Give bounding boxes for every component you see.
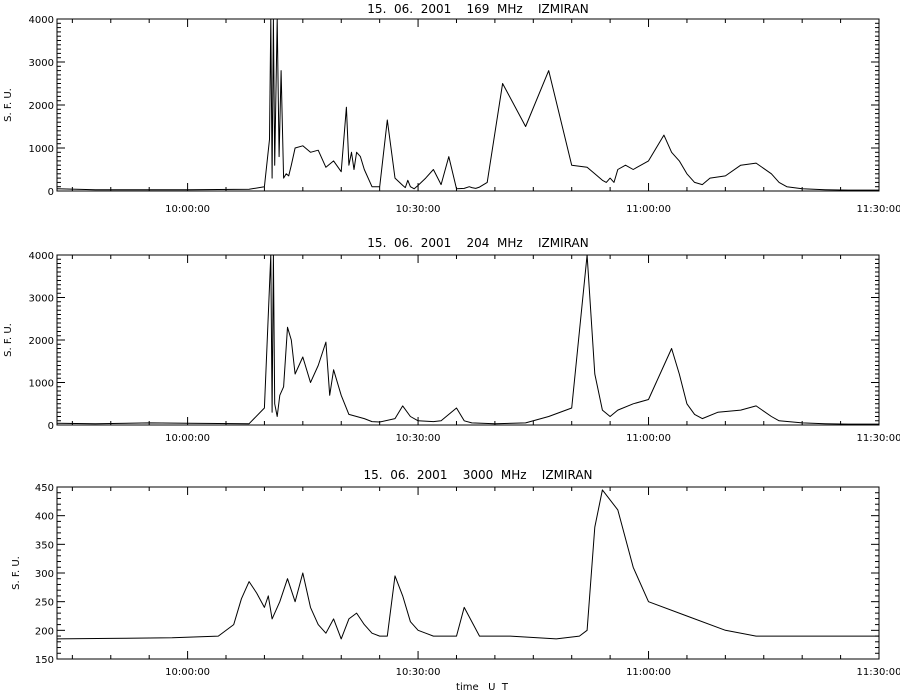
x-tick-label: 10:00:00 xyxy=(165,667,210,678)
flux-series-line xyxy=(57,19,879,191)
y-tick-label: 200 xyxy=(35,626,54,637)
y-axis-label: S. F. U. xyxy=(3,323,14,357)
y-tick-label: 450 xyxy=(35,483,54,494)
y-tick-label: 4000 xyxy=(29,15,54,26)
x-tick-label: 10:00:00 xyxy=(165,204,210,215)
x-tick-label: 10:00:00 xyxy=(165,433,210,444)
y-tick-label: 4000 xyxy=(29,251,54,262)
chart-panel-2: 15. 06. 2001 204 MHz IZMIRAN S. F. U. 0 100… xyxy=(3,236,900,444)
y-tick-label: 0 xyxy=(48,187,54,198)
x-tick-label: 11:30:00 xyxy=(857,667,900,678)
y-axis-label: S. F. U. xyxy=(11,556,22,590)
plot-frame xyxy=(56,486,880,660)
x-tick-label: 10:30:00 xyxy=(396,433,441,444)
chart-panel-1: 15. 06. 2001 169 MHz IZMIRAN S. F. U. 0 100… xyxy=(3,2,900,215)
x-axis-label: time U T xyxy=(456,682,509,693)
x-tick-label: 10:30:00 xyxy=(396,204,441,215)
y-axis-label: S. F. U. xyxy=(3,88,14,122)
plot-frame xyxy=(56,254,880,426)
y-tick-label: 150 xyxy=(35,655,54,666)
y-tick-label: 400 xyxy=(35,512,54,523)
y-tick-label: 300 xyxy=(35,569,54,580)
y-tick-label: 1000 xyxy=(29,379,54,390)
chart-panel-3: 15. 06. 2001 3000 MHz IZMIRAN S. F. U. 150… xyxy=(11,468,900,693)
flux-series-line xyxy=(57,489,879,640)
x-tick-label: 11:30:00 xyxy=(857,204,900,215)
y-tick-label: 0 xyxy=(48,421,54,432)
y-tick-label: 1000 xyxy=(29,144,54,155)
y-tick-label: 350 xyxy=(35,540,54,551)
x-tick-label: 11:30:00 xyxy=(857,433,900,444)
y-tick-label: 3000 xyxy=(29,294,54,305)
chart-title: 15. 06. 2001 3000 MHz IZMIRAN xyxy=(363,468,592,482)
x-tick-label: 11:00:00 xyxy=(626,667,671,678)
y-tick-label: 250 xyxy=(35,598,54,609)
x-tick-label: 11:00:00 xyxy=(626,204,671,215)
y-tick-label: 2000 xyxy=(29,101,54,112)
y-tick-label: 2000 xyxy=(29,336,54,347)
plot-frame xyxy=(56,18,880,192)
chart-title: 15. 06. 2001 169 MHz IZMIRAN xyxy=(367,2,588,16)
x-tick-label: 10:30:00 xyxy=(396,667,441,678)
flux-series-line xyxy=(57,255,879,425)
y-tick-label: 3000 xyxy=(29,58,54,69)
x-tick-label: 11:00:00 xyxy=(626,433,671,444)
chart-title: 15. 06. 2001 204 MHz IZMIRAN xyxy=(367,236,588,250)
